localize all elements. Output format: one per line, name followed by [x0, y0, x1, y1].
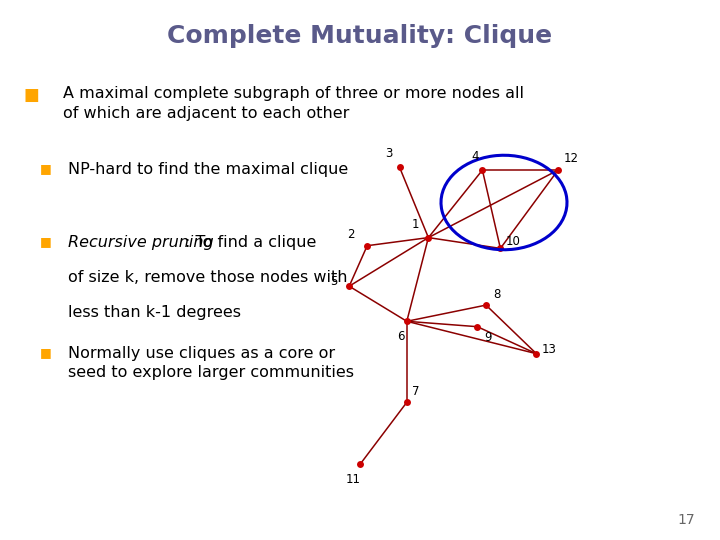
Text: A maximal complete subgraph of three or more nodes all
of which are adjacent to : A maximal complete subgraph of three or … — [63, 86, 523, 120]
Text: 8: 8 — [493, 288, 500, 301]
Text: 11: 11 — [346, 473, 360, 486]
Text: 2: 2 — [348, 228, 355, 241]
Text: 13: 13 — [542, 343, 557, 356]
Text: 6: 6 — [397, 330, 405, 343]
Text: of size k, remove those nodes with: of size k, remove those nodes with — [68, 270, 348, 285]
Text: NP-hard to find the maximal clique: NP-hard to find the maximal clique — [68, 162, 348, 177]
Text: 9: 9 — [485, 331, 492, 344]
Text: 1: 1 — [412, 218, 419, 231]
Text: 3: 3 — [385, 147, 392, 160]
Text: ■: ■ — [40, 162, 51, 175]
Text: ■: ■ — [40, 346, 51, 359]
Text: : To find a clique: : To find a clique — [185, 235, 316, 250]
Text: less than k-1 degrees: less than k-1 degrees — [68, 305, 241, 320]
Text: 4: 4 — [472, 150, 479, 163]
Text: 7: 7 — [412, 385, 419, 398]
Text: Complete Mutuality: Clique: Complete Mutuality: Clique — [168, 24, 552, 48]
Text: 10: 10 — [506, 235, 521, 248]
Text: 5: 5 — [330, 275, 337, 288]
Text: Recursive pruning: Recursive pruning — [68, 235, 214, 250]
Text: ■: ■ — [40, 235, 51, 248]
Text: 12: 12 — [564, 152, 578, 165]
Text: ■: ■ — [23, 86, 39, 104]
Text: 17: 17 — [678, 512, 695, 526]
Text: Normally use cliques as a core or
seed to explore larger communities: Normally use cliques as a core or seed t… — [68, 346, 354, 380]
